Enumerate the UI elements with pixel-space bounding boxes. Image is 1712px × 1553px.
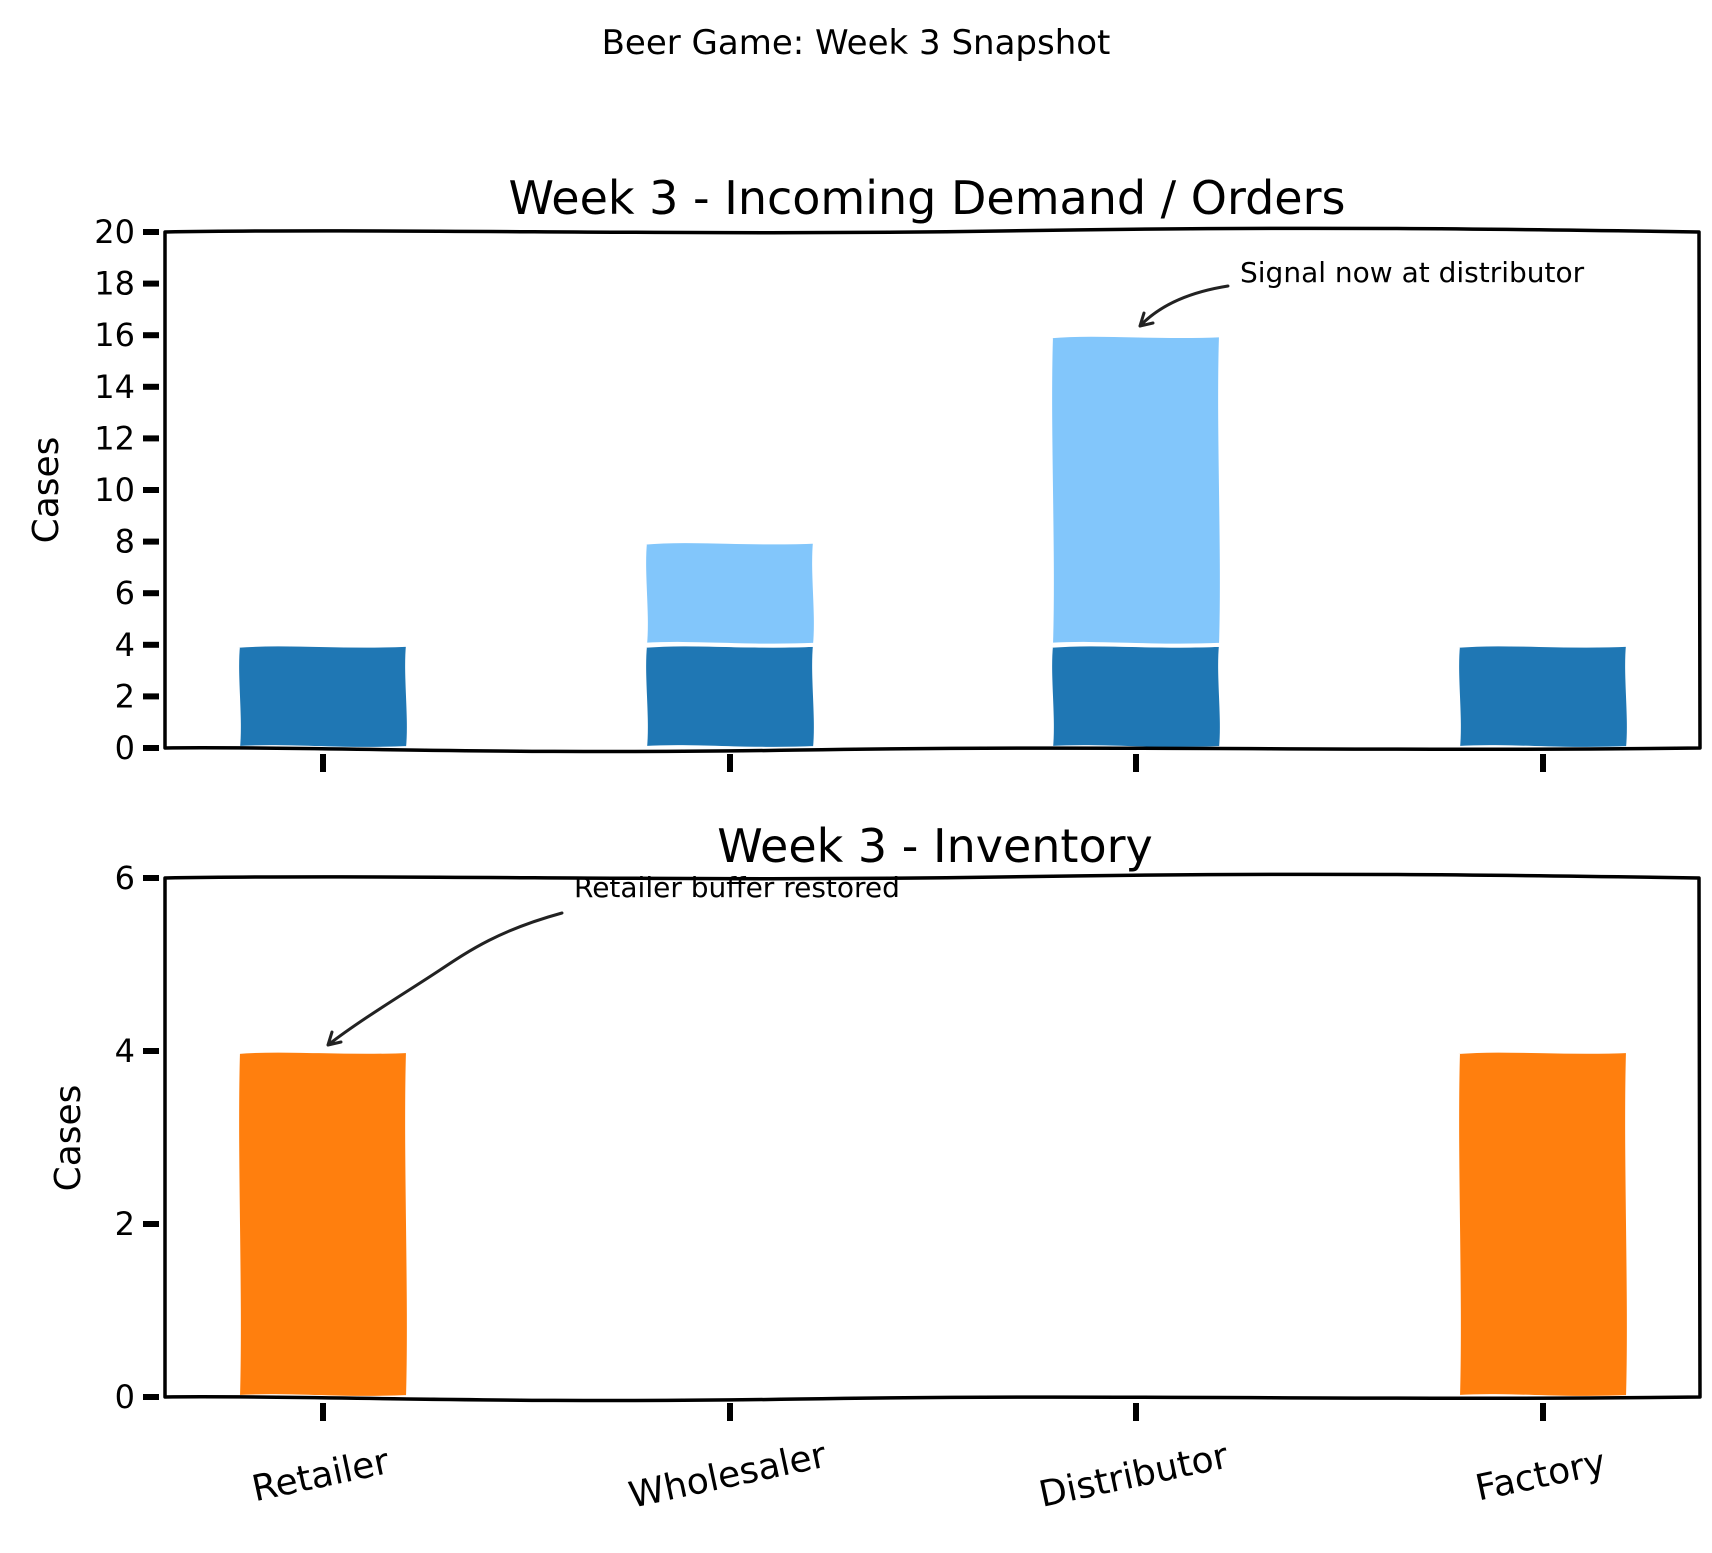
inventory-x-ticks: Retailer Wholesaler Distributor Factory (249, 1403, 1609, 1517)
orders-bar-wholesaler-0 (642, 642, 818, 751)
orders-x-ticks (320, 754, 1546, 772)
inventory-panel: Week 3 - Inventory Cases 0 2 4 6 Retailer Wh… (48, 819, 1702, 1517)
inventory-ytick-label: 6 (115, 859, 135, 897)
orders-ytick-label: 2 (115, 677, 135, 715)
orders-y-axis-label: Cases (26, 437, 67, 544)
orders-ytick-label: 4 (115, 626, 135, 664)
orders-ytick-label: 0 (115, 729, 135, 767)
inventory-annotation: Retailer buffer restored (326, 871, 900, 1047)
x-category-label-wholesaler: Wholesaler (625, 1435, 830, 1517)
inventory-annotation-arrow (326, 911, 564, 1047)
orders-annotation-text: Signal now at distributor (1240, 256, 1585, 289)
orders-ytick-label: 18 (94, 265, 135, 303)
orders-ytick-label: 8 (115, 523, 135, 561)
orders-bar-distributor-0 (1048, 642, 1224, 751)
orders-bar-retailer-0 (235, 642, 411, 751)
orders-plot-frame (163, 226, 1702, 754)
orders-annotation-arrow (1138, 284, 1230, 328)
figure-suptitle: Beer Game: Week 3 Snapshot (602, 23, 1111, 63)
orders-bars (235, 332, 1631, 751)
orders-ytick-label: 12 (94, 419, 135, 457)
inventory-plot-frame (163, 872, 1702, 1403)
inventory-ytick-label: 0 (115, 1378, 135, 1416)
inventory-chart-title: Week 3 - Inventory (717, 819, 1152, 873)
orders-ytick-label: 16 (94, 316, 135, 354)
inventory-ytick-label: 4 (115, 1032, 135, 1070)
inventory-ytick-label: 2 (115, 1205, 135, 1243)
inventory-bars (235, 1048, 1631, 1400)
orders-ytick-label: 20 (94, 213, 135, 251)
x-category-label-distributor: Distributor (1035, 1436, 1232, 1516)
orders-annotation: Signal now at distributor (1138, 256, 1585, 328)
x-category-label-factory: Factory (1472, 1442, 1609, 1509)
orders-y-ticks: 0 2 4 6 8 10 12 14 16 18 20 (94, 213, 159, 767)
orders-ytick-label: 10 (94, 471, 135, 509)
orders-chart-title: Week 3 - Incoming Demand / Orders (509, 171, 1346, 225)
orders-bar-factory-0 (1455, 642, 1631, 751)
inventory-y-axis-label: Cases (48, 1085, 89, 1192)
inventory-bar-retailer-0 (235, 1048, 411, 1400)
inventory-y-ticks: 0 2 4 6 (115, 859, 159, 1416)
inventory-annotation-text: Retailer buffer restored (574, 871, 900, 904)
inventory-bar-factory-0 (1455, 1048, 1631, 1400)
orders-bar-distributor-1 (1048, 332, 1224, 648)
orders-panel: Week 3 - Incoming Demand / Orders Cases … (26, 171, 1702, 772)
x-category-label-retailer: Retailer (249, 1441, 393, 1510)
orders-bar-wholesaler-1 (642, 539, 818, 648)
orders-ytick-label: 6 (115, 574, 135, 612)
orders-ytick-label: 14 (94, 368, 135, 406)
